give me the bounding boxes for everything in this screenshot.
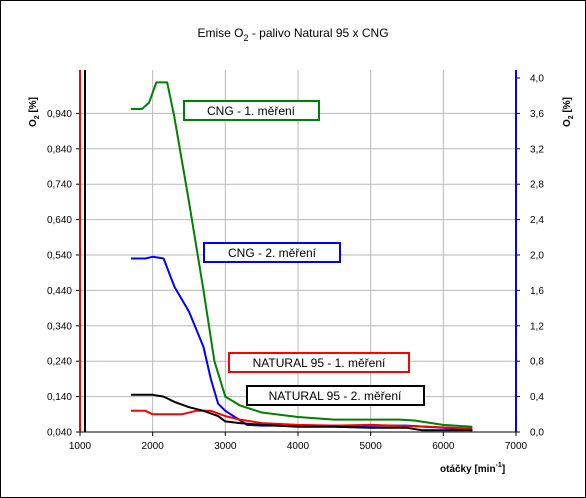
y-right-tick-label: 1,6 bbox=[530, 286, 544, 297]
chart-title: Emise O2 - palivo Natural 95 x CNG bbox=[197, 26, 388, 43]
y-left-tick-label: 0,340 bbox=[47, 321, 72, 332]
y-left-axis-title: O2 [%] bbox=[28, 97, 41, 127]
y-right-tick-label: 3,6 bbox=[530, 109, 544, 120]
y-right-tick-label: 0,8 bbox=[530, 357, 544, 368]
x-tick-label: 1000 bbox=[69, 441, 92, 452]
series-lines bbox=[130, 81, 473, 432]
y-right-tick-label: 4,0 bbox=[530, 74, 544, 85]
y-right-tick-label: 0,0 bbox=[530, 428, 544, 439]
series-label-cng-1-text: CNG - 1. měření bbox=[207, 104, 296, 118]
y-right-tick-label: 3,2 bbox=[530, 144, 544, 155]
y-left-tick-label: 0,140 bbox=[47, 392, 72, 403]
y-right-tick-label: 2,0 bbox=[530, 251, 544, 262]
y-right-tick-label: 1,2 bbox=[530, 321, 544, 332]
x-axis-title: otáčky [min-1] bbox=[440, 462, 505, 475]
y-right-tick-label: 2,8 bbox=[530, 180, 544, 191]
y-left-tick-label: 0,240 bbox=[47, 357, 72, 368]
y-right-axis-title: O2 [%] bbox=[562, 97, 575, 127]
y-left-tick-label: 0,840 bbox=[47, 144, 72, 155]
series-label-natural-1: NATURAL 95 - 1. měření bbox=[228, 352, 410, 373]
x-axis-ticks: 1000 2000 3000 4000 5000 6000 7000 bbox=[69, 432, 528, 452]
x-tick-label: 7000 bbox=[505, 441, 528, 452]
series-line-3 bbox=[130, 409, 473, 430]
x-tick-label: 3000 bbox=[214, 441, 237, 452]
y-left-tick-label: 0,040 bbox=[47, 428, 72, 439]
y-right-tick-label: 0,4 bbox=[530, 392, 544, 403]
y-right-axis-ticks: 0,0 0,4 0,8 1,2 1,6 2,0 2,4 2,8 3,2 3,6 4,0 bbox=[516, 74, 544, 439]
y-right-tick-label: 2,4 bbox=[530, 215, 544, 226]
series-label-natural-2-text: NATURAL 95 - 2. měření bbox=[269, 389, 402, 403]
series-label-natural-2: NATURAL 95 - 2. měření bbox=[246, 385, 425, 406]
series-line-1 bbox=[130, 81, 473, 428]
y-left-axis-ticks: 0,040 0,140 0,240 0,340 0,440 0,540 0,640 0,740… bbox=[47, 109, 80, 439]
x-tick-label: 5000 bbox=[360, 441, 383, 452]
y-left-tick-label: 0,440 bbox=[47, 286, 72, 297]
y-left-tick-label: 0,540 bbox=[47, 251, 72, 262]
y-left-tick-label: 0,940 bbox=[47, 109, 72, 120]
x-tick-label: 2000 bbox=[142, 441, 165, 452]
x-tick-label: 6000 bbox=[432, 441, 455, 452]
series-label-cng-2-text: CNG - 2. měření bbox=[228, 246, 317, 260]
series-label-natural-1-text: NATURAL 95 - 1. měření bbox=[253, 356, 386, 370]
y-left-tick-label: 0,740 bbox=[47, 180, 72, 191]
series-line-4 bbox=[130, 393, 473, 432]
y-left-tick-label: 0,640 bbox=[47, 215, 72, 226]
series-label-cng-1: CNG - 1. měření bbox=[183, 100, 320, 121]
x-tick-label: 4000 bbox=[287, 441, 310, 452]
series-label-cng-2: CNG - 2. měření bbox=[203, 242, 341, 263]
